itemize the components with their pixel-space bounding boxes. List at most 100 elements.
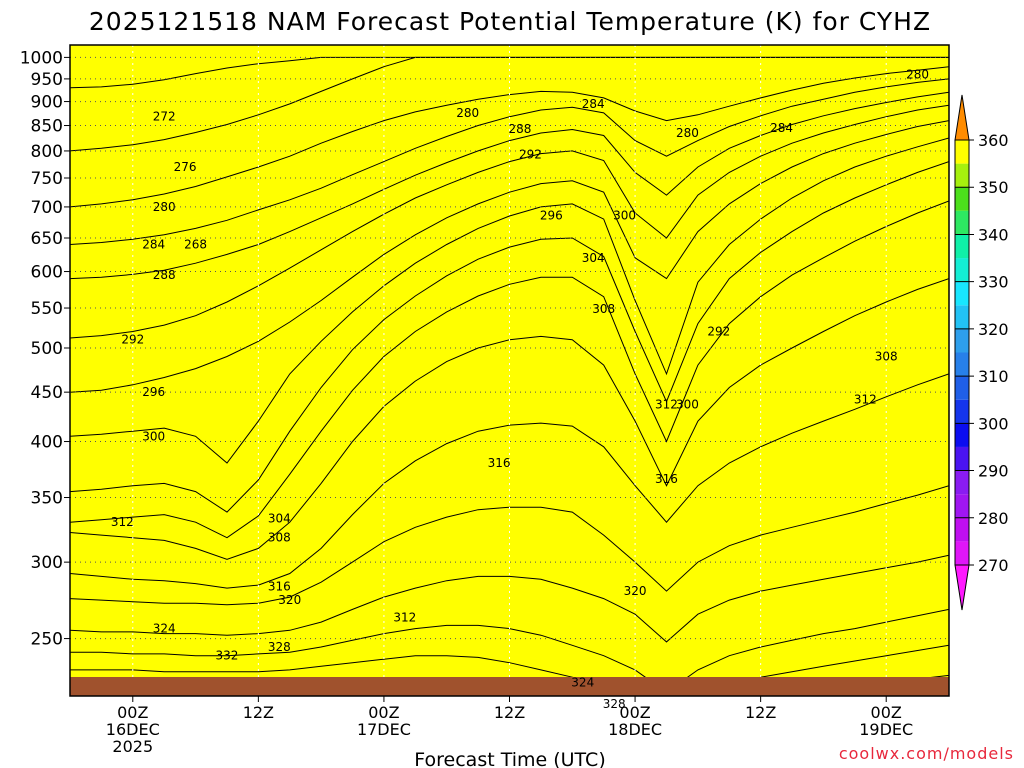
isentrope-296 — [70, 120, 949, 393]
x-tick-label: 12Z — [494, 703, 525, 722]
colorbar-label: 340 — [978, 225, 1009, 244]
contour-label-288: 288 — [153, 268, 176, 282]
contour-label-328: 328 — [603, 697, 626, 711]
contour-label-280: 280 — [906, 68, 929, 82]
colorbar-label: 290 — [978, 462, 1009, 481]
contour-label-284: 284 — [142, 237, 165, 251]
y-tick-label: 450 — [31, 383, 63, 403]
isentrope-324 — [70, 554, 949, 643]
colorbar-band — [955, 281, 969, 306]
colorbar: 270 280 290 300 310 320 330 340 350 360 — [954, 94, 1009, 611]
theta-fills — [70, 45, 949, 696]
contour-label-292: 292 — [519, 148, 542, 162]
contour-label-324: 324 — [571, 676, 594, 690]
y-tick-label: 550 — [31, 299, 63, 319]
colorbar-band — [955, 305, 969, 329]
y-tick-label: 350 — [31, 489, 63, 509]
colorbar-band — [955, 187, 969, 211]
contour-label-304: 304 — [268, 511, 291, 525]
y-tick-label: 650 — [31, 229, 63, 249]
contour-label-316: 316 — [268, 580, 291, 594]
x-tick-label: 12Z — [243, 703, 274, 722]
contour-label-316: 316 — [655, 472, 678, 486]
contour-label-280: 280 — [456, 106, 479, 120]
isentrope-332 — [70, 644, 949, 696]
contour-label-304: 304 — [582, 251, 605, 265]
y-tick-label: 850 — [31, 117, 63, 137]
y-tick-label: 600 — [31, 263, 63, 283]
x-tick-label: 00Z — [368, 703, 399, 722]
colorbar-band — [955, 234, 969, 259]
colorbar-label: 280 — [978, 509, 1009, 528]
y-tick-label: 400 — [31, 433, 63, 453]
contour-label-280: 280 — [676, 126, 699, 140]
contour-label-320: 320 — [624, 584, 647, 598]
y-tick-label: 800 — [31, 142, 63, 162]
contour-label-300: 300 — [142, 429, 165, 443]
contour-label-296: 296 — [142, 385, 165, 399]
isentrope-288 — [70, 91, 949, 280]
contour-label-284: 284 — [770, 121, 793, 135]
contour-label-324: 324 — [153, 622, 176, 636]
x-tick-label: 00Z — [619, 703, 650, 722]
colorbar-band — [955, 258, 969, 282]
colorbar-label: 330 — [978, 273, 1009, 292]
contour-label-300: 300 — [613, 208, 636, 222]
isentrope-316 — [70, 373, 949, 589]
colorbar-low-arrow — [954, 564, 970, 611]
colorbar-label: 360 — [978, 131, 1009, 150]
isentrope-308 — [70, 200, 949, 539]
contour-label-308: 308 — [268, 531, 291, 545]
colorbar-band — [955, 210, 969, 235]
isentrope-350 — [70, 722, 949, 732]
grid — [70, 45, 949, 696]
colorbar-high-arrow — [954, 94, 970, 141]
x-tick-label: 19DEC — [859, 720, 913, 739]
x-tick-label: 00Z — [117, 703, 148, 722]
contour-label-328: 328 — [268, 640, 291, 654]
contour-label-276: 276 — [174, 160, 197, 174]
contour-label-268: 268 — [184, 237, 207, 251]
x-tick-label: 12Z — [745, 703, 776, 722]
y-tick-label: 700 — [31, 198, 63, 218]
colorbar-band — [955, 470, 969, 495]
plot-area — [70, 45, 949, 732]
colorbar-label: 300 — [978, 414, 1009, 433]
y-tick-label: 900 — [31, 93, 63, 113]
y-tick-label: 250 — [31, 630, 63, 650]
contour-label-280: 280 — [153, 200, 176, 214]
y-tick-label: 300 — [31, 553, 63, 573]
colorbar-band — [955, 399, 969, 424]
colorbar-label: 270 — [978, 556, 1009, 575]
colorbar-label: 350 — [978, 178, 1009, 197]
colorbar-label: 320 — [978, 320, 1009, 339]
x-tick-label: 17DEC — [357, 720, 411, 739]
contour-label-312: 312 — [393, 610, 416, 624]
x-axis-label: Forecast Time (UTC) — [414, 749, 605, 768]
contour-label-308: 308 — [875, 349, 898, 363]
y-tick-label: 500 — [31, 339, 63, 359]
x-tick-label: 16DEC — [106, 720, 160, 739]
x-tick-label: 00Z — [871, 703, 902, 722]
colorbar-band — [955, 328, 969, 353]
colorbar-band — [955, 376, 969, 400]
chart-title: 2025121518 NAM Forecast Potential Temper… — [89, 7, 931, 36]
contour-label-288: 288 — [509, 122, 532, 136]
colorbar-band — [955, 541, 969, 565]
contour-label-292: 292 — [121, 333, 144, 347]
colorbar-band — [955, 517, 969, 542]
contour-label-308: 308 — [592, 302, 615, 316]
x-tick-label: 2025 — [112, 737, 153, 756]
contour-label-300: 300 — [676, 397, 699, 411]
contour-label-292: 292 — [707, 325, 730, 339]
contour-label-296: 296 — [540, 208, 563, 222]
y-tick-label: 950 — [31, 70, 63, 90]
contour-labels: 268 272 276 280 284 288 292 296 300 304 308 312 316 3… — [111, 68, 929, 711]
contour-label-272: 272 — [153, 110, 176, 124]
contour-label-316: 316 — [488, 456, 511, 470]
x-tick-label: 18DEC — [608, 720, 662, 739]
contour-label-332: 332 — [216, 649, 239, 663]
